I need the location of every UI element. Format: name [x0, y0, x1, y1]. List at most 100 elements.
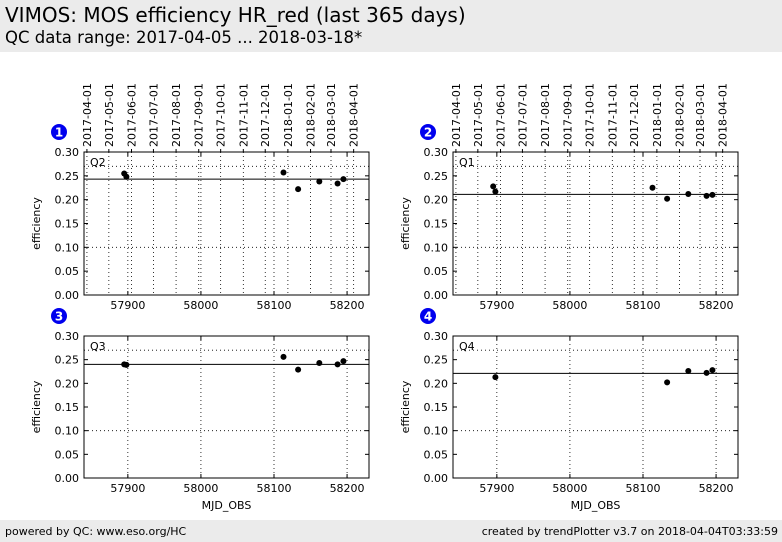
y-tick-label: 0.10 [55, 425, 80, 438]
y-tick-label: 0.10 [424, 425, 449, 438]
plot-frame [452, 151, 739, 296]
x-tick-label: 58000 [552, 482, 587, 495]
date-tick-label: 2017-04-01 [81, 83, 94, 147]
quadrant-label: Q2 [90, 156, 106, 169]
data-point [490, 183, 497, 190]
panel-2: 0.00 0.05 0.10 0.15 0.20 0.25 0.30 57900 58000 58… [399, 83, 739, 312]
y-tick-label: 0.30 [55, 146, 80, 159]
y-axis-label: efficiency [30, 380, 43, 433]
date-tick-label: 2017-07-01 [147, 83, 160, 147]
date-tick-label: 2017-10-01 [215, 83, 228, 147]
date-tick-label: 2017-10-01 [584, 83, 597, 147]
date-tick-label: 2017-04-01 [450, 83, 463, 147]
date-tick-label: 2017-05-01 [103, 83, 116, 147]
panel-number-label: 4 [424, 310, 432, 324]
data-point [280, 353, 287, 360]
x-axis-label: MJD_OBS [202, 499, 252, 512]
quadrant-label: Q3 [90, 340, 106, 353]
y-tick-label: 0.00 [424, 289, 449, 302]
x-tick-label: 58100 [257, 299, 292, 312]
footer-bar: powered by QC: www.eso.org/HC created by… [0, 520, 782, 542]
x-tick-label: 57900 [479, 482, 514, 495]
x-tick-label: 58200 [699, 299, 734, 312]
plot-frame [83, 335, 370, 479]
panel-number-label: 1 [55, 126, 63, 140]
header-bar: VIMOS: MOS efficiency HR_red (last 365 d… [0, 0, 782, 52]
y-tick-label: 0.05 [424, 448, 449, 461]
footer-created: created by trendPlotter v3.7 on 2018-04-… [481, 525, 778, 538]
x-tick-label: 58000 [552, 299, 587, 312]
data-point [334, 361, 341, 368]
date-tick-label: 2017-09-01 [562, 83, 575, 147]
data-point [685, 190, 692, 197]
panel-number-badge [51, 308, 67, 324]
date-tick-label: 2017-05-01 [472, 83, 485, 147]
date-tick-label: 2018-01-01 [282, 83, 295, 147]
x-tick-label: 58200 [699, 482, 734, 495]
x-tick-label: 58000 [183, 299, 218, 312]
page-subtitle: QC data range: 2017-04-05 ... 2018-03-18… [5, 28, 363, 47]
data-point [316, 359, 323, 366]
y-tick-label: 0.25 [55, 170, 80, 183]
data-point [492, 188, 499, 195]
date-tick-label: 2018-01-01 [651, 83, 664, 147]
panel-3: 0.00 0.05 0.10 0.15 0.20 0.25 0.30 57900 58000 58… [30, 308, 370, 512]
panel-number-badge [51, 124, 67, 140]
data-point [280, 169, 287, 176]
date-tick-label: 2017-09-01 [193, 83, 206, 147]
panel-number-badge [420, 124, 436, 140]
x-tick-label: 57900 [110, 299, 145, 312]
y-tick-label: 0.00 [424, 472, 449, 485]
data-point [664, 379, 671, 386]
date-tick-label: 2018-04-01 [717, 83, 730, 147]
date-tick-label: 2017-11-01 [606, 83, 619, 147]
date-tick-label: 2017-06-01 [126, 83, 139, 147]
y-tick-label: 0.05 [55, 265, 80, 278]
panel-number-badge [420, 308, 436, 324]
y-tick-label: 0.20 [55, 377, 80, 390]
y-tick-label: 0.25 [55, 354, 80, 367]
data-point [709, 367, 716, 374]
y-tick-label: 0.25 [424, 354, 449, 367]
date-tick-label: 2017-08-01 [539, 83, 552, 147]
y-tick-label: 0.15 [55, 401, 80, 414]
y-tick-label: 0.20 [424, 377, 449, 390]
date-tick-label: 2018-02-01 [305, 83, 318, 147]
x-tick-label: 57900 [479, 299, 514, 312]
y-tick-label: 0.30 [55, 330, 80, 343]
page-title: VIMOS: MOS efficiency HR_red (last 365 d… [5, 3, 466, 27]
panel-number-label: 2 [424, 126, 432, 140]
quadrant-label: Q1 [459, 156, 475, 169]
x-tick-label: 58100 [626, 482, 661, 495]
y-tick-label: 0.30 [424, 330, 449, 343]
y-tick-label: 0.15 [55, 218, 80, 231]
y-tick-label: 0.25 [424, 170, 449, 183]
y-tick-label: 0.20 [55, 194, 80, 207]
y-tick-label: 0.10 [55, 241, 80, 254]
data-point [703, 192, 710, 199]
data-point [709, 191, 716, 198]
panel-4: 0.00 0.05 0.10 0.15 0.20 0.25 0.30 57900 58000 58… [399, 308, 739, 512]
y-tick-label: 0.20 [424, 194, 449, 207]
y-tick-label: 0.05 [424, 265, 449, 278]
data-point [340, 358, 347, 365]
y-tick-label: 0.30 [424, 146, 449, 159]
y-tick-label: 0.10 [424, 241, 449, 254]
data-point [295, 366, 302, 373]
y-tick-label: 0.15 [424, 401, 449, 414]
y-tick-label: 0.05 [55, 448, 80, 461]
data-point [123, 361, 130, 368]
chart-area: 0.00 0.05 0.10 0.15 0.20 0.25 0.30 57900 58000 58… [30, 83, 739, 512]
y-tick-label: 0.00 [55, 472, 80, 485]
data-point [295, 186, 302, 193]
panel-1: 0.00 0.05 0.10 0.15 0.20 0.25 0.30 57900 58000 58… [30, 83, 370, 312]
x-tick-label: 58200 [330, 482, 365, 495]
date-tick-label: 2017-07-01 [516, 83, 529, 147]
date-tick-label: 2017-08-01 [170, 83, 183, 147]
x-tick-label: 58100 [257, 482, 292, 495]
x-tick-label: 58200 [330, 299, 365, 312]
date-tick-label: 2017-11-01 [237, 83, 250, 147]
data-point [685, 368, 692, 375]
date-tick-label: 2018-02-01 [674, 83, 687, 147]
quadrant-label: Q4 [459, 340, 475, 353]
